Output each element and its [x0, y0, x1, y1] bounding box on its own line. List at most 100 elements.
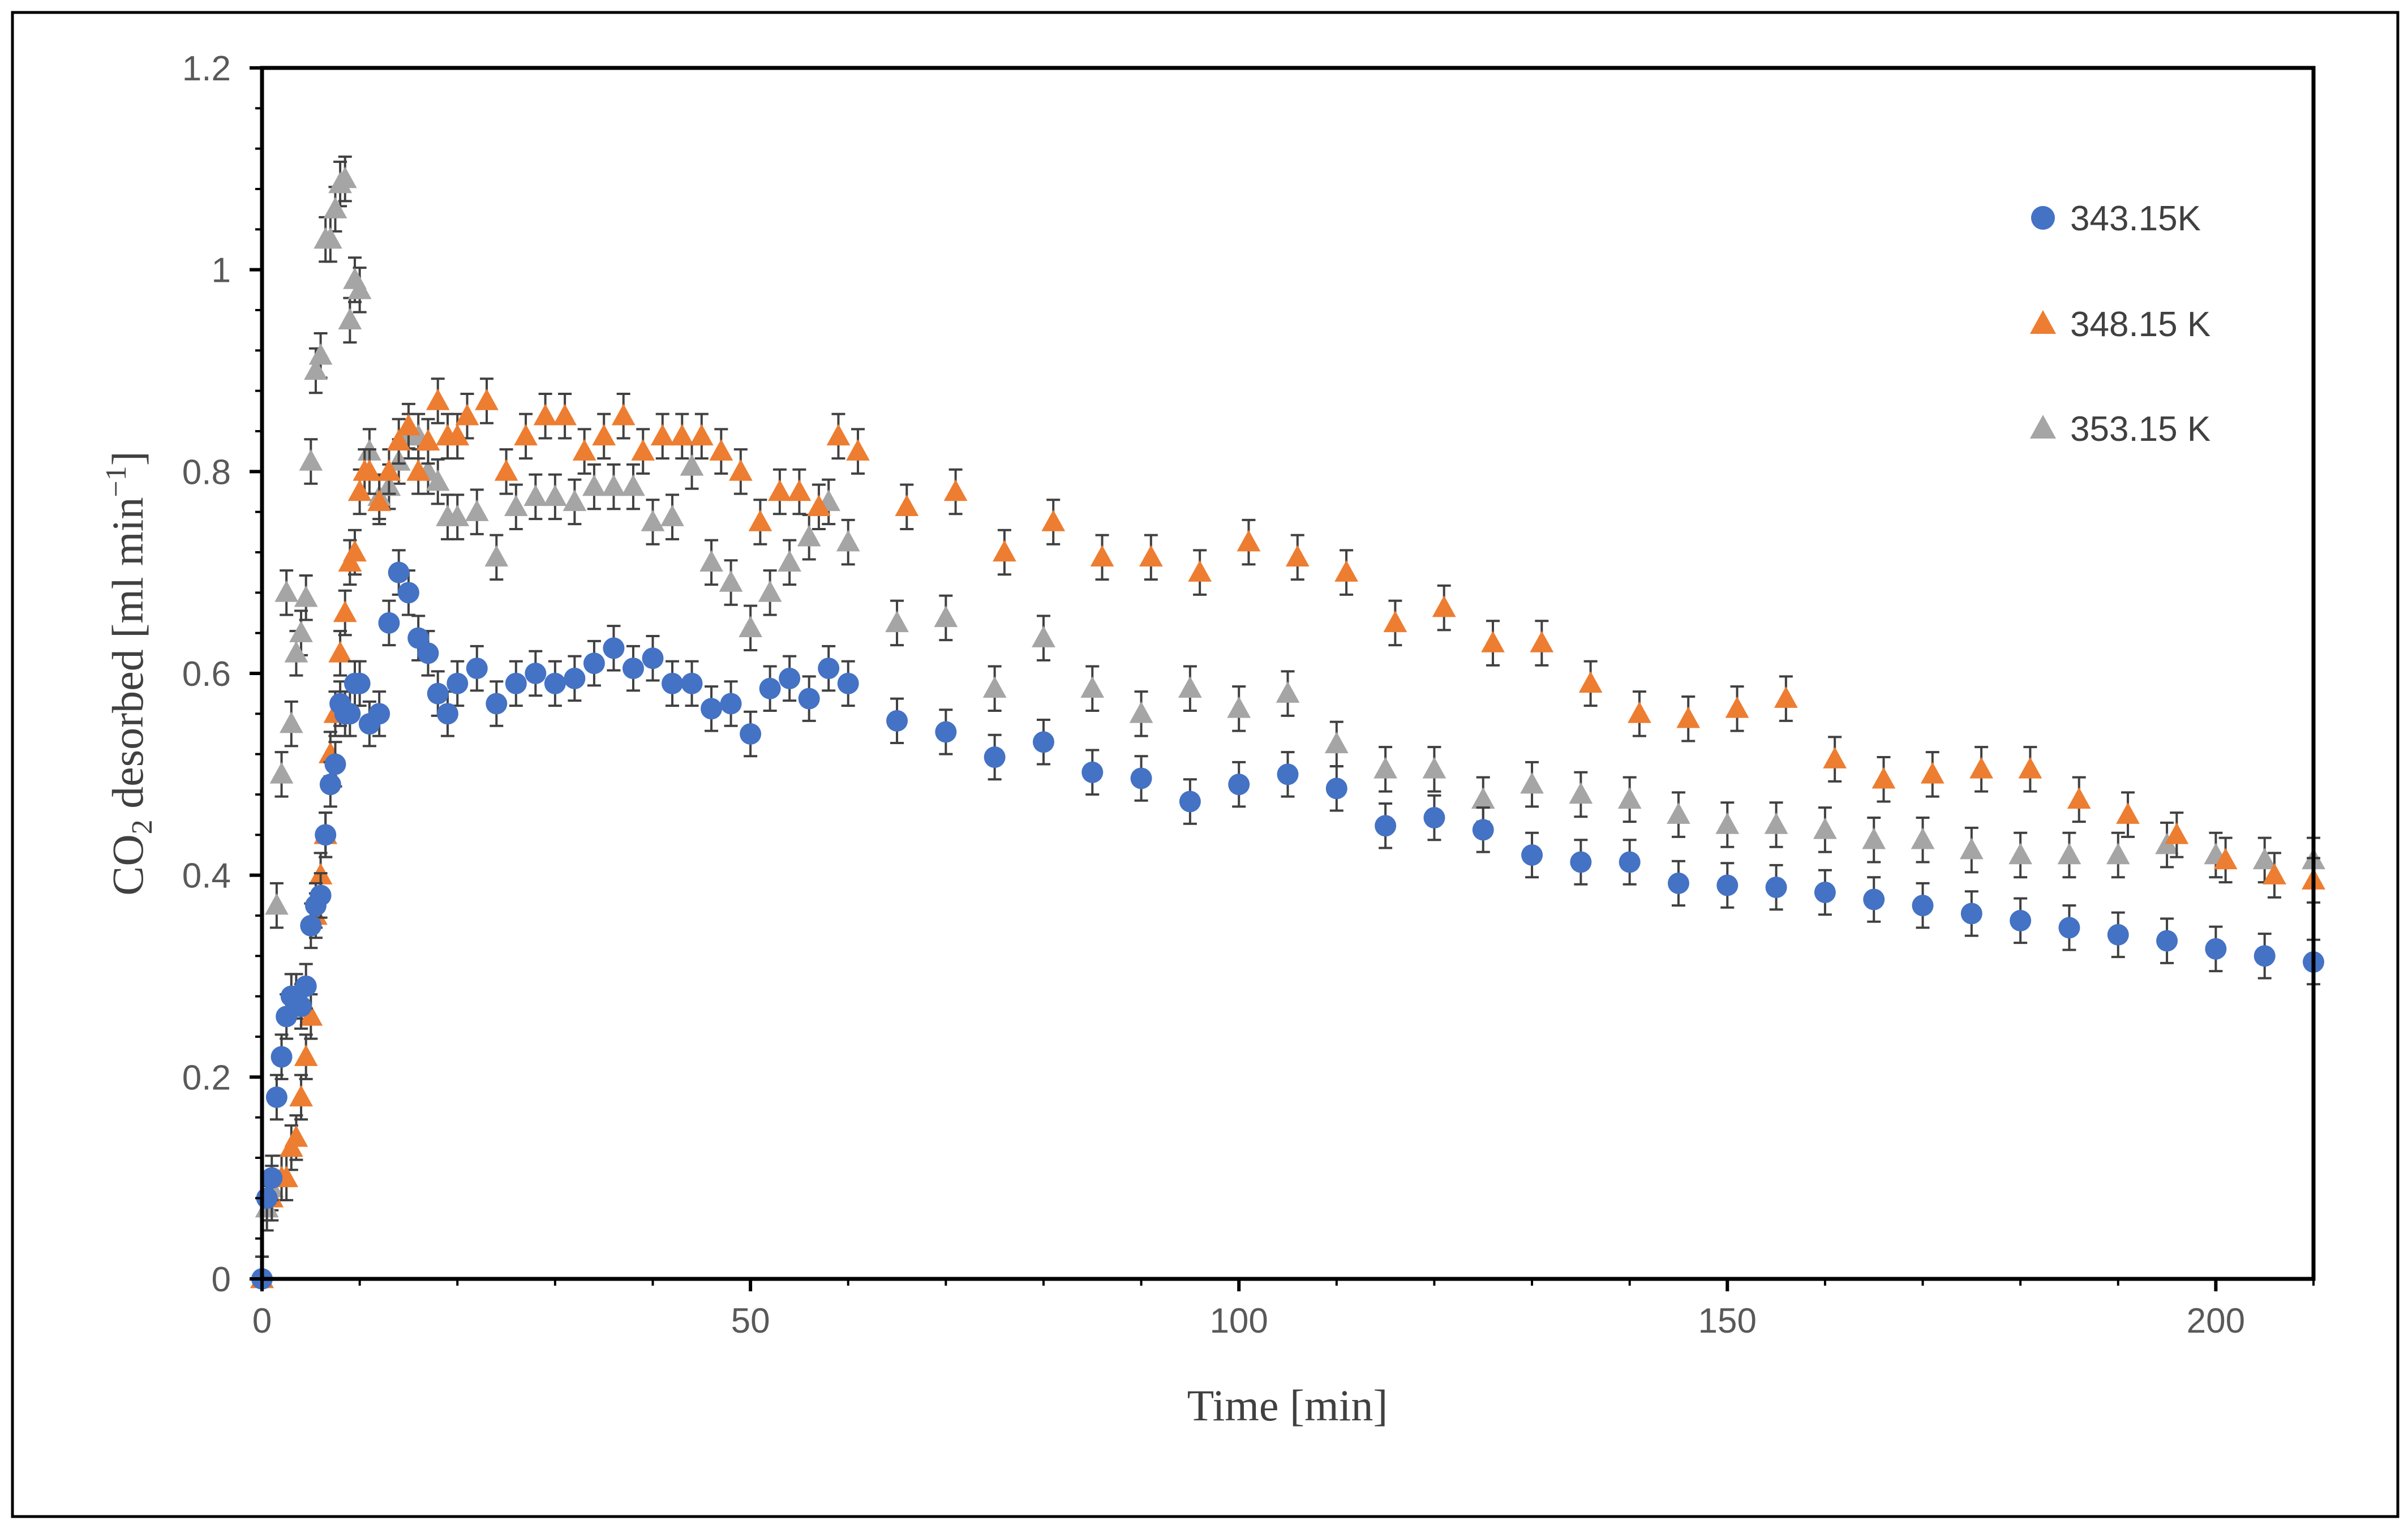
data-point	[1628, 701, 1651, 723]
data-point	[787, 479, 812, 501]
legend-item: 343.15K	[2031, 199, 2201, 238]
data-point	[1765, 877, 1787, 899]
y-tick-label: 0.6	[182, 655, 231, 694]
data-point	[264, 893, 289, 915]
data-point	[417, 642, 439, 664]
data-point	[1090, 545, 1114, 567]
data-point	[1774, 686, 1798, 708]
chart-outer-border	[11, 11, 2400, 1518]
data-point	[740, 723, 762, 745]
data-point	[553, 403, 577, 426]
data-point	[709, 439, 733, 461]
data-point	[525, 663, 547, 684]
data-point	[778, 550, 802, 572]
data-point	[455, 403, 479, 426]
data-point	[274, 580, 299, 602]
data-point	[2254, 945, 2276, 967]
data-point	[1863, 888, 1885, 910]
data-point	[426, 388, 450, 410]
data-point	[728, 459, 753, 481]
data-point	[295, 975, 317, 997]
data-point	[1862, 827, 1886, 849]
data-point	[289, 1085, 313, 1107]
legend-label: 353.15 K	[2070, 410, 2210, 449]
series-353-15K	[250, 155, 2325, 1289]
legend-label: 343.15K	[2070, 199, 2201, 238]
data-point	[338, 308, 362, 330]
data-point	[514, 424, 538, 446]
data-point	[265, 1086, 287, 1108]
data-point	[2057, 843, 2081, 865]
data-point	[572, 439, 596, 461]
data-point	[1285, 545, 1310, 567]
data-point	[797, 525, 821, 547]
y-tick-label: 0.4	[182, 857, 231, 896]
data-point	[1823, 746, 1847, 768]
data-point	[611, 403, 636, 426]
data-point	[935, 721, 957, 743]
y-tick-label: 0.8	[182, 453, 231, 492]
data-point	[984, 746, 1006, 768]
data-point	[2156, 930, 2178, 952]
data-point	[993, 540, 1016, 562]
data-point	[701, 698, 723, 720]
data-point	[269, 762, 294, 784]
data-point	[2205, 938, 2227, 960]
y-axis-title-superscript: −1	[100, 466, 132, 497]
x-tick-label: 0	[252, 1302, 272, 1341]
data-point	[294, 585, 318, 607]
data-point	[779, 667, 801, 689]
data-point	[739, 616, 762, 637]
data-point	[304, 358, 328, 380]
data-point	[1179, 791, 1201, 813]
data-point	[447, 672, 469, 694]
data-point	[308, 343, 333, 365]
legend-marker	[2029, 415, 2057, 439]
data-point	[406, 459, 431, 481]
data-point	[533, 403, 557, 426]
data-point	[660, 504, 684, 526]
data-point	[427, 682, 449, 705]
data-point	[436, 703, 458, 725]
data-point	[1959, 837, 1984, 860]
data-point	[837, 672, 859, 694]
data-point	[758, 580, 782, 602]
x-axis-title: Time [min]	[1187, 1381, 1388, 1430]
data-point	[1481, 630, 1505, 652]
data-point	[748, 509, 772, 531]
data-point	[294, 1045, 318, 1066]
data-point	[886, 710, 908, 732]
data-point	[1472, 819, 1494, 841]
y-axis-title-suffix: ]	[103, 451, 152, 466]
data-point	[347, 277, 372, 299]
data-point	[943, 479, 968, 501]
data-point	[1432, 595, 1456, 617]
y-tick-label: 1	[212, 251, 231, 290]
data-point	[504, 495, 528, 516]
data-point	[689, 424, 714, 446]
data-point	[1814, 881, 1836, 903]
data-point	[271, 1046, 293, 1068]
series-348-15K	[250, 377, 2325, 1289]
data-point	[662, 672, 683, 694]
data-point	[2263, 863, 2286, 884]
data-point	[621, 474, 645, 496]
data-point	[583, 652, 605, 675]
data-point	[1227, 696, 1251, 718]
data-point	[475, 388, 499, 410]
data-point	[699, 550, 723, 572]
data-point	[720, 693, 742, 715]
data-point	[1422, 757, 1446, 779]
data-point	[818, 658, 840, 680]
data-point	[1080, 676, 1105, 698]
legend-item: 353.15 K	[2029, 410, 2210, 449]
data-point	[1324, 732, 1349, 754]
data-point	[885, 611, 909, 633]
data-point	[719, 570, 743, 592]
data-point	[465, 500, 489, 521]
data-point	[466, 658, 488, 680]
legend-marker	[2031, 206, 2055, 230]
data-point	[1920, 762, 1945, 784]
data-point	[299, 449, 323, 471]
data-point	[1325, 778, 1347, 800]
